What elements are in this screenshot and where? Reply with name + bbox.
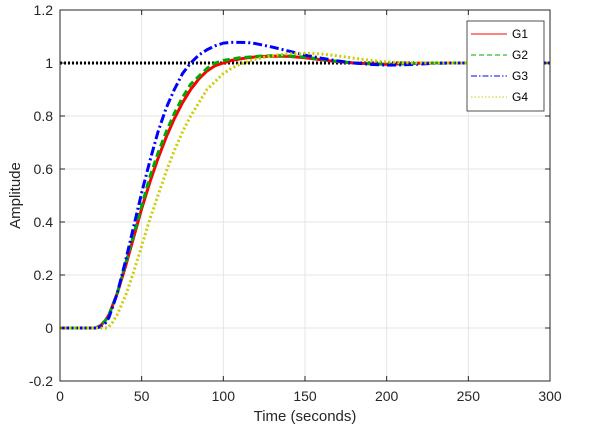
x-tick-label: 100 <box>212 388 236 404</box>
y-tick-label: -0.2 <box>29 373 53 389</box>
series-line-g2 <box>60 54 550 330</box>
y-tick-label: 0.6 <box>34 161 54 177</box>
series-line-g3 <box>60 40 550 330</box>
x-tick-label: 200 <box>375 388 399 404</box>
y-axis-label: Amplitude <box>7 162 24 229</box>
legend-label-g2: G2 <box>512 48 528 62</box>
axis-ticks: 0 50 100 150 200 250 300-0.200.20.40.60.811.2 <box>29 2 562 404</box>
x-tick-label: 50 <box>134 388 150 404</box>
legend-label-g3: G3 <box>512 69 528 83</box>
legend-label-g1: G1 <box>512 27 528 41</box>
legend-box <box>466 20 545 112</box>
x-tick-label: 300 <box>538 388 562 404</box>
y-tick-label: 1 <box>45 55 53 71</box>
x-axis-label: Time (seconds) <box>254 408 357 425</box>
y-tick-label: 0.4 <box>34 214 54 230</box>
legend: G1 G2 G3 G4 <box>466 20 545 112</box>
y-tick-label: 0.2 <box>34 267 54 283</box>
y-tick-label: 0.8 <box>34 108 54 124</box>
legend-label-g4: G4 <box>512 90 528 104</box>
x-tick-label: 150 <box>293 388 317 404</box>
x-tick-label: 0 <box>56 388 64 404</box>
x-tick-label: 250 <box>457 388 481 404</box>
y-tick-label: 1.2 <box>34 2 54 18</box>
series-line-g4 <box>60 51 550 330</box>
y-tick-label: 0 <box>45 320 53 336</box>
